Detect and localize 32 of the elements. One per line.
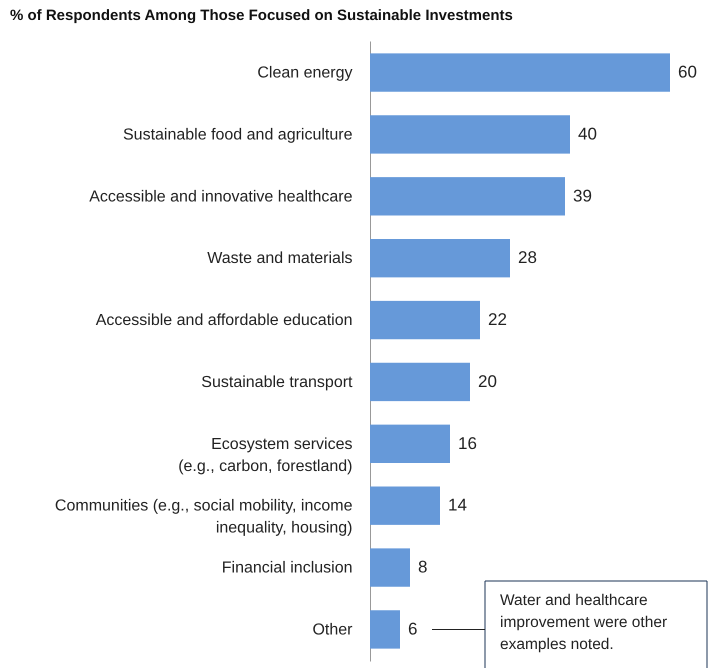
bar [370,177,565,216]
bar [370,548,410,587]
bar [370,53,670,92]
bar [370,486,440,525]
data-label: 8 [418,558,428,577]
bar [370,610,400,649]
y-tick-label: Clean energy [257,64,352,82]
bar [370,115,570,154]
y-tick-label: Communities (e.g., social mobility, income inequality, housing) [54,498,353,537]
y-tick-label: Accessible and affordable education [96,312,352,330]
data-label: 40 [578,124,597,144]
chart-title: % of Respondents Among Those Focused on Sustainable Investments [10,7,513,24]
data-label: 20 [478,372,497,391]
y-tick-label: Accessible and innovative healthcare [89,188,353,206]
data-label: 28 [518,248,537,268]
data-label: 14 [448,496,467,515]
data-label: 6 [408,619,418,638]
data-label: 16 [458,434,477,453]
y-tick-label: Sustainable transport [201,374,354,391]
bar [370,239,510,278]
y-tick-label: Waste and materials [207,250,352,268]
y-tick-label: Sustainable food and agriculture [123,126,353,144]
data-label: 22 [488,310,507,330]
y-tick-label: Ecosystem services (e.g., carbon, forestland) [178,436,352,475]
y-tick-label: Other [312,621,354,638]
bar [370,362,470,402]
annotation: Water and healthcare improvement were other examples noted. [500,592,668,653]
bar [370,300,480,340]
data-label: 60 [678,62,697,82]
bar [370,424,450,463]
data-label: 39 [573,186,592,206]
y-tick-label: Financial inclusion [222,560,352,577]
